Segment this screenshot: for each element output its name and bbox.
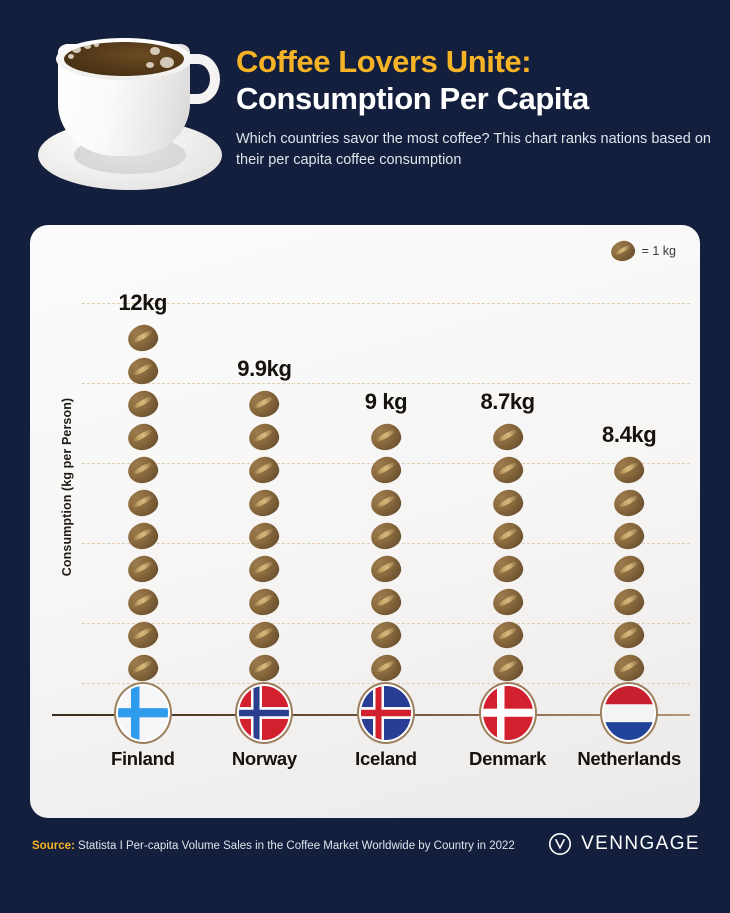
source-text: Statista I Per-capita Volume Sales in th… — [78, 840, 515, 852]
coffee-bean-icon — [125, 454, 161, 486]
pictogram-column: 9 kg — [325, 261, 447, 717]
chart-card: = 1 kg Consumption (kg per Person) 12kg 9… — [30, 225, 700, 818]
coffee-bean-icon — [608, 238, 637, 264]
coffee-bean-icon — [247, 454, 282, 486]
coffee-bean-icon — [247, 553, 282, 585]
coffee-bean-icon — [368, 421, 404, 453]
coffee-bean-icon — [490, 652, 525, 684]
coffee-bean-icon — [125, 520, 161, 552]
bean-stack — [247, 388, 282, 717]
norway-flag-icon — [235, 682, 294, 744]
flag-cell — [325, 682, 447, 746]
venngage-wordmark: VENNGAGE — [581, 833, 700, 854]
coffee-cup-illustration — [30, 28, 230, 203]
header: Coffee Lovers Unite: Consumption Per Cap… — [0, 0, 730, 225]
coffee-bean-icon — [368, 553, 404, 585]
coffee-bean-icon — [611, 619, 647, 651]
coffee-bean-icon — [490, 619, 525, 651]
bar-value-label: 8.7kg — [480, 389, 535, 414]
venngage-logo-icon — [549, 833, 572, 855]
coffee-bean-icon — [247, 652, 282, 684]
coffee-bean-icon — [611, 553, 647, 585]
coffee-bean-icon — [611, 586, 647, 618]
pictogram-column: 12kg — [82, 261, 204, 717]
coffee-bean-icon — [368, 652, 404, 684]
coffee-bean-icon — [247, 388, 282, 420]
page-subtitle: Which countries savor the most coffee? T… — [236, 131, 711, 168]
bar-value-label: 9.9kg — [237, 356, 292, 381]
page-title-line1: Coffee Lovers Unite: — [236, 44, 532, 79]
country-label: Denmark — [469, 748, 547, 769]
legend-label: = 1 kg — [641, 244, 676, 258]
coffee-bean-icon — [368, 586, 404, 618]
country-label: Netherlands — [577, 748, 681, 769]
coffee-bean-icon — [247, 520, 282, 552]
coffee-bean-icon — [368, 454, 404, 486]
coffee-liquid-shape — [64, 42, 184, 76]
title-block: Coffee Lovers Unite: Consumption Per Cap… — [236, 44, 716, 170]
flag-cell — [568, 682, 690, 746]
bar-value-label: 12kg — [118, 290, 168, 315]
page-title-line2: Consumption Per Capita — [236, 80, 589, 116]
country-label: Iceland — [355, 748, 417, 769]
coffee-bean-icon — [125, 355, 161, 387]
coffee-bean-icon — [125, 322, 161, 354]
chart-legend: = 1 kg — [608, 238, 676, 264]
country-label-row: Finland Norway Iceland Denmark Netherlands — [82, 748, 690, 770]
bean-stack — [125, 322, 161, 717]
coffee-bean-icon — [368, 520, 404, 552]
coffee-bean-icon — [490, 553, 525, 585]
pictogram-column: 9.9kg — [204, 261, 326, 717]
denmark-flag-icon — [478, 682, 537, 744]
coffee-bean-icon — [125, 553, 161, 585]
bean-stack — [611, 454, 647, 717]
y-axis-label: Consumption (kg per Person) — [60, 397, 74, 577]
coffee-bean-icon — [490, 520, 525, 552]
finland-flag-icon — [113, 682, 172, 744]
coffee-bean-icon — [490, 586, 525, 618]
coffee-bean-icon — [247, 421, 282, 453]
coffee-bean-icon — [247, 586, 282, 618]
bean-stack — [368, 421, 404, 717]
flag-cell — [82, 682, 204, 746]
flag-row — [82, 682, 690, 746]
coffee-bean-icon — [490, 487, 525, 519]
pictogram-column: 8.4kg — [568, 261, 690, 717]
country-label: Finland — [110, 748, 175, 769]
source-label: Source: — [32, 840, 75, 852]
coffee-bean-icon — [490, 454, 525, 486]
venngage-brand: VENNGAGE — [548, 832, 700, 856]
iceland-flag-icon — [356, 682, 415, 744]
netherlands-flag-icon — [600, 682, 659, 744]
coffee-bean-icon — [490, 421, 525, 453]
coffee-bean-icon — [611, 454, 647, 486]
coffee-bean-icon — [125, 652, 161, 684]
coffee-bean-icon — [611, 487, 647, 519]
cup-handle-shape — [176, 54, 220, 104]
coffee-bean-icon — [247, 619, 282, 651]
coffee-bean-icon — [125, 586, 161, 618]
source-note: Source: Statista I Per-capita Volume Sal… — [32, 840, 515, 852]
footer: Source: Statista I Per-capita Volume Sal… — [0, 818, 730, 913]
pictogram-columns: 12kg 9.9kg 9 kg 8.7kg 8.4kg — [82, 261, 690, 717]
bar-value-label: 9 kg — [364, 389, 408, 414]
country-label: Norway — [231, 748, 297, 769]
coffee-bean-icon — [125, 487, 161, 519]
flag-cell — [447, 682, 569, 746]
coffee-bean-icon — [611, 520, 647, 552]
bean-stack — [490, 421, 525, 717]
flag-cell — [204, 682, 326, 746]
plot-area: 12kg 9.9kg 9 kg 8.7kg 8.4kg — [82, 261, 690, 717]
pictogram-column: 8.7kg — [447, 261, 569, 717]
coffee-bean-icon — [125, 619, 161, 651]
coffee-bean-icon — [125, 421, 161, 453]
coffee-bean-icon — [611, 652, 647, 684]
coffee-bean-icon — [125, 388, 161, 420]
bar-value-label: 8.4kg — [602, 422, 657, 447]
coffee-bean-icon — [368, 619, 404, 651]
coffee-bean-icon — [247, 487, 282, 519]
coffee-bean-icon — [368, 487, 404, 519]
